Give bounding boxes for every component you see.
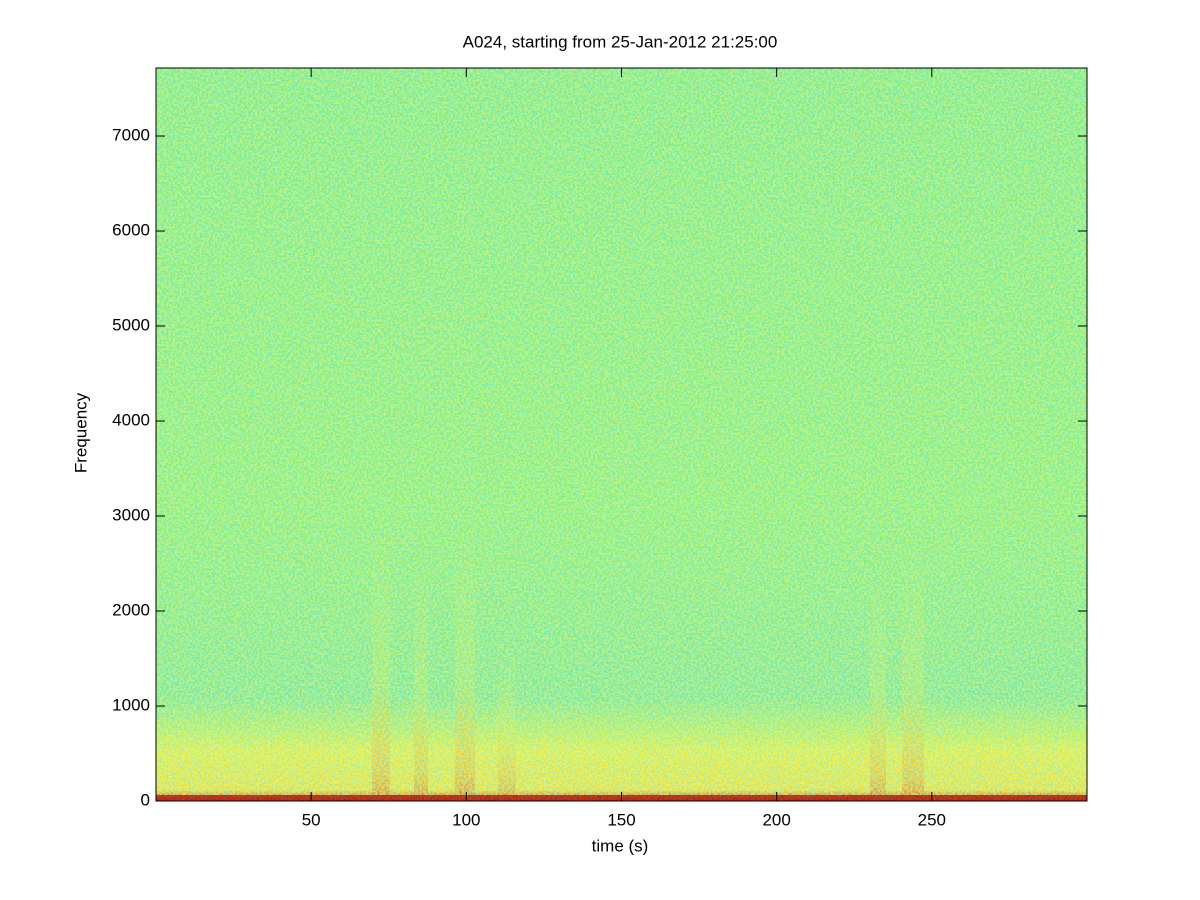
x-tick-label: 50 <box>302 810 321 829</box>
noise-texture <box>156 68 1087 801</box>
y-tick-label: 4000 <box>112 410 150 429</box>
x-tick-label: 100 <box>452 810 480 829</box>
x-tick-label: 200 <box>762 810 790 829</box>
y-tick-label: 7000 <box>112 126 150 145</box>
y-tick-label: 0 <box>141 790 150 809</box>
x-tick-label: 250 <box>918 810 946 829</box>
x-axis-label: time (s) <box>592 836 649 855</box>
y-tick-label: 2000 <box>112 600 150 619</box>
spectrogram-image <box>156 68 1087 801</box>
y-axis-label: Frequency <box>71 392 90 473</box>
y-tick-label: 6000 <box>112 220 150 239</box>
y-tick-label: 5000 <box>112 315 150 334</box>
y-tick-label: 1000 <box>112 695 150 714</box>
chart-title: A024, starting from 25-Jan-2012 21:25:00 <box>463 32 778 51</box>
y-tick-label: 3000 <box>112 505 150 524</box>
x-tick-label: 150 <box>607 810 635 829</box>
